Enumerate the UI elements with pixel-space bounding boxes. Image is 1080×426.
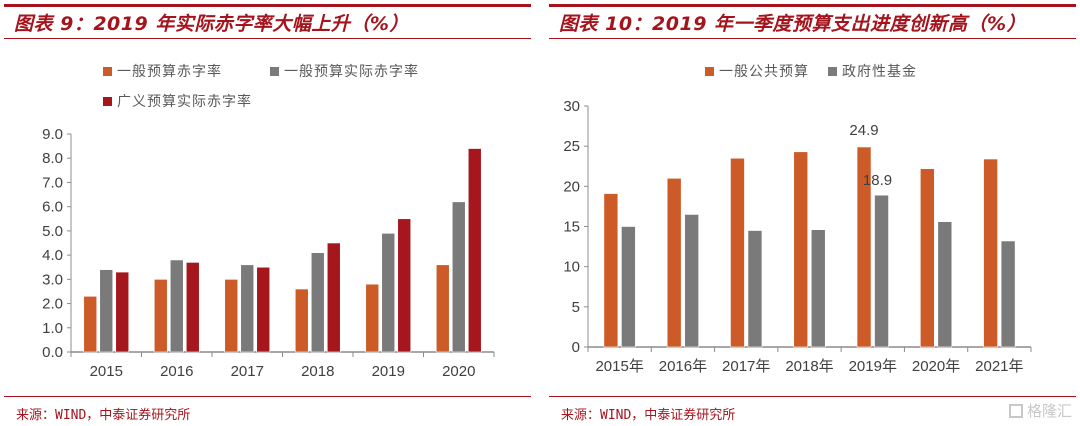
x-tick-label: 2019年 [849,358,897,375]
data-label: 24.9 [849,122,878,139]
bar-secondary [874,194,889,348]
x-tick-label: 2020 [442,363,475,380]
legend-label: 一般公共预算 [719,64,809,80]
title-divider [549,38,1076,39]
legend-item: 广义预算实际赤字率 [103,91,252,111]
data-label: 18.9 [863,172,892,189]
bar-tertiary [115,271,130,353]
x-tick-label: 2017年 [722,358,770,375]
bar-secondary [99,269,114,353]
x-tick-label: 2021年 [975,358,1023,375]
legend-swatch [270,66,279,76]
chart-title: 图表 10：2019 年一季度预算支出进度创新高（%） [559,13,1027,35]
legend-item: 一般预算赤字率 [103,61,222,81]
legend-swatch [828,66,837,76]
y-tick-label: 3.0 [42,271,63,288]
y-tick-label: 15 [563,219,580,236]
bar-secondary [1000,240,1016,348]
x-tick-label: 2020年 [912,358,960,375]
bar-tertiary [467,148,482,353]
x-tick-label: 2016 [160,363,193,380]
y-tick-label: 9.0 [42,126,63,143]
watermark-logo: 格隆汇 [1008,400,1072,421]
legend-item: 一般预算实际赤字率 [270,61,419,81]
bottom-rule [549,396,1076,397]
top-rule [549,4,1076,7]
y-tick-label: 0 [572,339,580,356]
bar-primary [666,178,682,348]
bar-secondary [937,221,953,348]
x-tick-label: 2018年 [785,358,833,375]
y-tick-label: 5 [572,299,580,316]
x-tick-label: 2016年 [659,358,707,375]
source-note: 来源：WIND，中泰证券研究所 [561,408,736,423]
source-note: 来源：WIND，中泰证券研究所 [16,408,191,423]
bar-tertiary [326,242,341,353]
y-tick-label: 0.0 [42,344,63,361]
x-tick-label: 2018 [301,363,334,380]
left-chart-panel: 图表 9：2019 年实际赤字率大幅上升（%） 一般预算赤字率 一般预算实际赤字… [0,0,535,426]
y-tick-label: 30 [563,98,580,115]
bar-primary [983,158,998,348]
bar-primary [435,264,450,353]
bar-primary [856,146,872,348]
bar-primary [793,151,809,348]
legend-swatch [103,96,112,106]
deficit-rate-bar-chart: 0.0 1.0 2.0 3.0 4.0 5.0 6.0 7.0 8.0 9.0 2015 2016 20… [42,126,495,380]
bar-primary [153,279,168,353]
bar-secondary [810,229,826,348]
chart-title: 图表 9：2019 年实际赤字率大幅上升（%） [14,13,409,35]
legend-label: 一般预算实际赤字率 [284,64,419,80]
bar-tertiary [185,262,200,353]
y-tick-label: 7.0 [42,174,63,191]
bar-primary [365,283,380,353]
bar-tertiary [256,266,271,353]
top-rule [4,4,531,7]
bar-secondary [621,226,636,348]
y-tick-label: 4.0 [42,247,63,264]
bar-secondary [240,264,255,353]
legend-label: 一般预算赤字率 [117,64,222,80]
legend-label: 广义预算实际赤字率 [117,94,252,110]
bar-secondary [310,252,325,353]
right-chart-panel: 图表 10：2019 年一季度预算支出进度创新高（%） 一般公共预算 政府性基金… [545,0,1080,426]
bar-primary [294,288,309,353]
y-tick-label: 10 [563,259,580,276]
title-divider [4,38,531,39]
bar-secondary [684,214,699,348]
bar-secondary [381,233,396,353]
bar-tertiary [397,218,412,353]
bar-primary [603,193,619,348]
legend-item: 一般公共预算 [705,61,809,81]
bar-secondary [451,201,466,353]
bottom-rule [4,396,531,397]
y-tick-label: 2.0 [42,296,63,313]
y-tick-label: 5.0 [42,223,63,240]
legend-swatch [103,66,112,76]
x-tick-label: 2017 [231,363,264,380]
y-tick-label: 20 [563,178,580,195]
y-tick-label: 6.0 [42,199,63,216]
budget-progress-bar-chart: 0 5 10 15 20 25 30 2015年 2016年 2017年 2018年 2019年 202… [563,98,1032,375]
bar-primary [83,295,98,353]
x-tick-label: 2015 [90,363,123,380]
y-tick-label: 8.0 [42,150,63,167]
x-tick-label: 2015年 [595,358,643,375]
y-tick-label: 1.0 [42,320,63,337]
legend-item: 政府性基金 [828,61,917,81]
y-tick-label: 25 [563,138,580,155]
legend-swatch [705,66,714,76]
bar-primary [224,279,239,353]
x-tick-label: 2019 [372,363,405,380]
bar-secondary [169,259,184,353]
watermark-text: 格隆汇 [1026,402,1072,420]
bar-secondary [747,230,763,348]
bar-primary [920,168,935,348]
legend-label: 政府性基金 [842,64,917,80]
bar-primary [730,157,745,348]
watermark-icon [1008,403,1023,418]
